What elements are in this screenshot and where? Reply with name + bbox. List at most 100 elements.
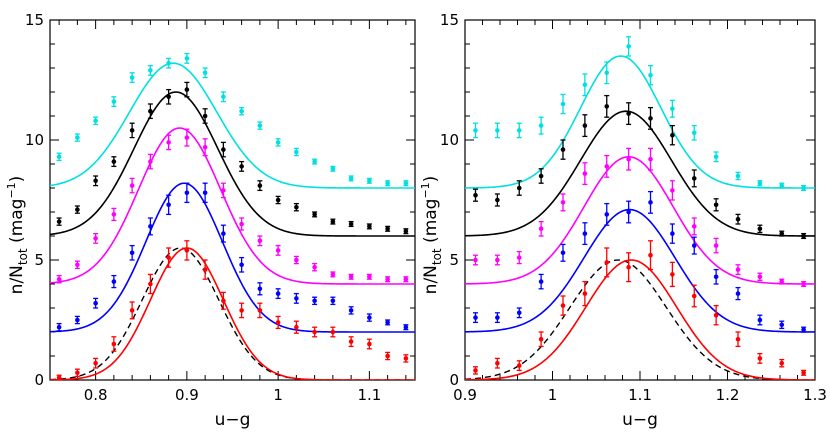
data-point bbox=[604, 104, 610, 109]
y-tick-label: 10 bbox=[440, 131, 459, 149]
data-point bbox=[166, 202, 171, 208]
data-point bbox=[385, 226, 390, 232]
series-3-points bbox=[56, 128, 409, 284]
data-point bbox=[312, 159, 317, 164]
data-point bbox=[626, 111, 631, 116]
data-point bbox=[385, 353, 390, 359]
data-point bbox=[538, 279, 544, 284]
data-point bbox=[495, 197, 500, 203]
data-point bbox=[129, 75, 135, 80]
data-point bbox=[560, 250, 566, 256]
data-point bbox=[495, 128, 500, 133]
data-point bbox=[330, 219, 336, 224]
data-point bbox=[403, 356, 409, 361]
data-point bbox=[275, 291, 281, 296]
data-point bbox=[538, 226, 544, 232]
data-point bbox=[648, 200, 653, 205]
data-point bbox=[582, 82, 588, 88]
series-4-points bbox=[56, 182, 409, 332]
data-point bbox=[385, 276, 390, 282]
data-point bbox=[801, 233, 806, 239]
data-point bbox=[801, 281, 806, 287]
data-point bbox=[403, 324, 409, 330]
series-5-points bbox=[56, 240, 409, 381]
x-tick-label: 1.1 bbox=[628, 386, 652, 404]
data-point bbox=[516, 255, 522, 260]
data-point bbox=[93, 178, 98, 184]
data-point bbox=[257, 183, 263, 188]
data-point bbox=[604, 212, 610, 217]
data-point bbox=[560, 101, 566, 107]
data-point bbox=[560, 200, 566, 205]
data-point bbox=[604, 260, 610, 265]
data-point bbox=[202, 267, 208, 272]
data-point bbox=[294, 204, 299, 210]
y-axis-label-part: −1 bbox=[5, 182, 18, 198]
data-point bbox=[713, 312, 719, 318]
data-point bbox=[670, 188, 675, 193]
data-point bbox=[473, 192, 478, 198]
fit-curve-4 bbox=[50, 182, 415, 333]
data-point bbox=[202, 144, 208, 150]
data-point bbox=[779, 279, 785, 284]
data-point bbox=[166, 140, 171, 145]
y-axis-label-part: n/N bbox=[7, 265, 27, 294]
fit-curve-4 bbox=[465, 208, 815, 333]
data-point bbox=[221, 298, 226, 304]
data-point bbox=[239, 221, 244, 227]
y-tick-label: 15 bbox=[440, 11, 459, 29]
data-point bbox=[713, 202, 719, 208]
fit-curves bbox=[465, 55, 815, 380]
data-point bbox=[582, 291, 588, 296]
data-point bbox=[403, 180, 409, 186]
data-point bbox=[626, 44, 631, 49]
data-point bbox=[184, 135, 190, 140]
data-point bbox=[560, 147, 566, 152]
data-point bbox=[202, 70, 208, 76]
data-point bbox=[670, 132, 675, 138]
data-point bbox=[367, 315, 372, 320]
data-point bbox=[294, 149, 299, 155]
y-tick-label: 15 bbox=[25, 11, 44, 29]
data-point bbox=[148, 224, 153, 229]
fit-curve-1 bbox=[50, 62, 415, 189]
y-axis-label-part: n/N bbox=[421, 265, 441, 294]
fit-curve-2 bbox=[50, 91, 415, 237]
data-point bbox=[111, 279, 117, 284]
data-point bbox=[166, 255, 171, 260]
data-point bbox=[757, 274, 763, 280]
data-point bbox=[560, 303, 566, 308]
data-point bbox=[779, 231, 785, 236]
data-point bbox=[648, 156, 653, 162]
series-4-points bbox=[473, 190, 807, 333]
data-point bbox=[330, 166, 336, 172]
data-point bbox=[129, 308, 135, 313]
data-point bbox=[495, 360, 500, 366]
data-point bbox=[129, 128, 135, 133]
data-point bbox=[257, 286, 263, 292]
fit-curve-1 bbox=[465, 55, 815, 189]
data-point bbox=[691, 176, 697, 181]
data-point bbox=[757, 317, 763, 323]
data-point bbox=[184, 56, 190, 61]
data-point bbox=[56, 324, 62, 330]
data-point bbox=[473, 368, 478, 373]
x-tick-label: 0.8 bbox=[84, 386, 108, 404]
data-point bbox=[582, 123, 588, 128]
data-point bbox=[148, 159, 153, 164]
data-point bbox=[691, 224, 697, 229]
data-point bbox=[312, 264, 317, 270]
data-point bbox=[691, 243, 697, 248]
data-point bbox=[348, 308, 354, 313]
data-point bbox=[221, 188, 226, 193]
data-point bbox=[312, 298, 317, 304]
data-point bbox=[604, 70, 610, 76]
data-point bbox=[312, 329, 317, 335]
data-point bbox=[367, 341, 372, 347]
data-point bbox=[538, 123, 544, 128]
data-point bbox=[221, 147, 226, 152]
x-tick-label: 1.3 bbox=[803, 386, 827, 404]
x-axis-label: u−g bbox=[622, 410, 658, 430]
data-point bbox=[348, 221, 354, 227]
data-point bbox=[93, 360, 98, 366]
